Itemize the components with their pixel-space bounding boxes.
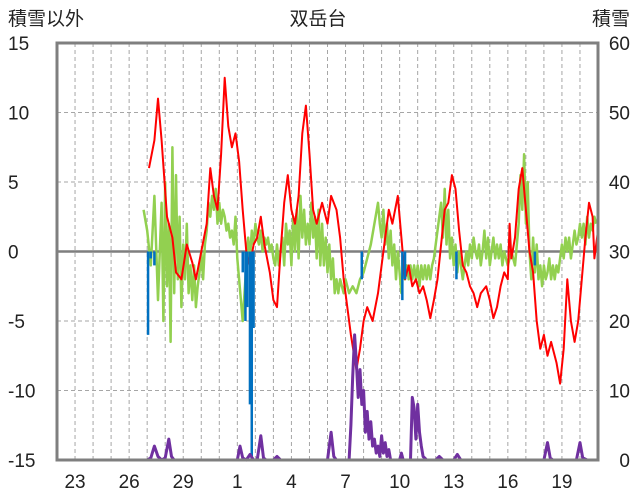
right-y-tick-label: 20: [609, 312, 630, 333]
x-tick-label: 4: [286, 472, 297, 493]
x-tick-label: 29: [173, 472, 194, 493]
x-tick-label: 23: [64, 472, 85, 493]
series-purple-line: [146, 333, 598, 462]
x-tick-labels: 23 26 29 1 4 7 10 13 16 19: [64, 472, 572, 493]
left-y-tick-label: 0: [8, 243, 19, 264]
right-y-tick-labels: 60 50 40 30 20 10 0: [609, 34, 630, 472]
left-y-tick-label: 15: [8, 34, 29, 55]
right-y-tick-label: 60: [609, 34, 630, 55]
chart-title: 双岳台: [289, 8, 346, 30]
left-y-tick-label: -10: [8, 382, 35, 403]
x-tick-label: 26: [119, 472, 140, 493]
series-lines: [142, 76, 599, 462]
left-y-tick-label: -15: [8, 451, 35, 472]
right-y-tick-label: 30: [609, 243, 630, 264]
x-tick-label: 13: [443, 472, 464, 493]
left-y-tick-label: 10: [8, 104, 29, 125]
left-axis-title: 積雪以外: [8, 8, 84, 30]
x-tick-label: 19: [551, 472, 572, 493]
right-y-tick-label: 50: [609, 104, 630, 125]
grid-lines: [57, 43, 598, 460]
x-tick-label: 7: [340, 472, 351, 493]
x-tick-label: 1: [232, 472, 243, 493]
x-tick-label: 10: [389, 472, 410, 493]
plot-frame: [55, 41, 600, 462]
plot-border: [55, 41, 600, 462]
right-y-tick-label: 0: [619, 451, 630, 472]
right-y-tick-label: 10: [609, 382, 630, 403]
right-axis-title: 積雪: [592, 8, 630, 30]
x-tick-label: 16: [497, 472, 518, 493]
left-y-tick-label: 5: [8, 173, 19, 194]
right-y-tick-label: 40: [609, 173, 630, 194]
series-red-line: [148, 76, 599, 385]
series-green-line: [142, 146, 598, 344]
left-y-tick-label: -5: [8, 312, 25, 333]
left-y-tick-labels: 15 10 5 0 -5 -10 -15: [8, 34, 35, 472]
